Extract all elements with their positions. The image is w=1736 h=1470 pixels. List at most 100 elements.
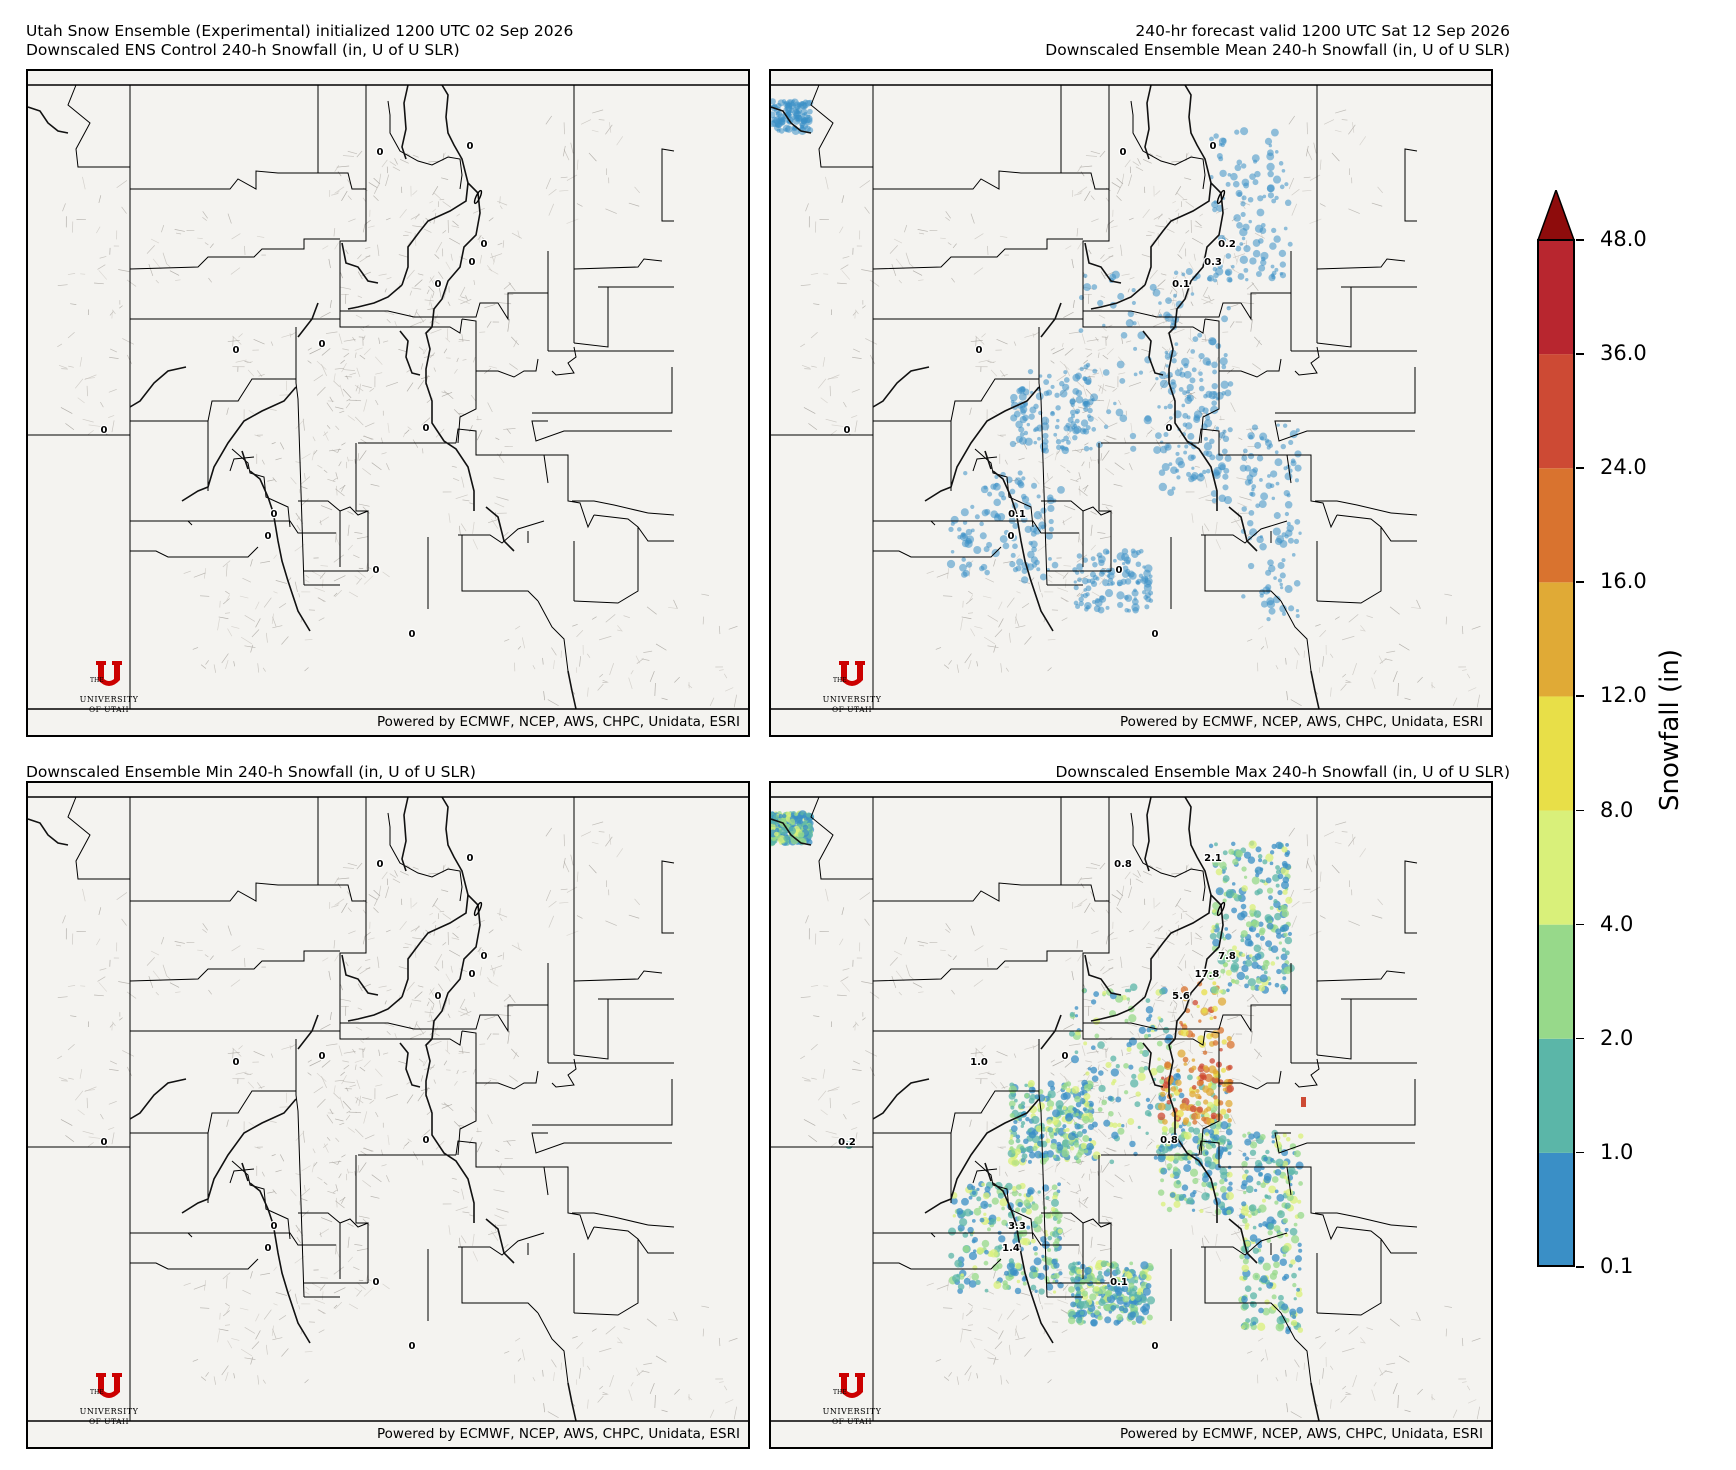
contour-label: 0 (1062, 1051, 1069, 1062)
contour-label: 0.3 (1204, 257, 1222, 268)
logo-university: UNIVERSITY (79, 1407, 139, 1416)
contour-label: 0 (265, 1243, 272, 1254)
contour-label: 0 (1152, 629, 1159, 640)
u-logo-icon (839, 1373, 865, 1398)
logo-of-utah: OF UTAH (88, 1417, 130, 1426)
credit-text: Powered by ECMWF, NCEP, AWS, CHPC, Unida… (1120, 714, 1483, 730)
contour-label: 0 (101, 1137, 108, 1148)
contour-label: 0.2 (1218, 239, 1236, 250)
colorbar-segment (1538, 468, 1574, 583)
contour-label: 1.0 (970, 1057, 988, 1068)
terrain-map: 0 0 0.2 0.3 0.1 0 0 0 0.1 0 0 0 (771, 71, 1491, 735)
contour-label: 0 (481, 951, 488, 962)
contour-label: 2.1 (1204, 853, 1222, 864)
control-panel-title: Downscaled ENS Control 240-h Snowfall (i… (26, 41, 460, 59)
colorbar-segment (1538, 1038, 1574, 1153)
logo-the: THE (90, 1389, 104, 1396)
contour-label: 0.8 (1114, 859, 1132, 870)
colorbar-tick-label: 1.0 (1600, 1139, 1634, 1164)
colorbar-segment (1538, 582, 1574, 697)
contour-label: 0 (319, 1051, 326, 1062)
contour-label: 0 (377, 859, 384, 870)
university-of-utah-logo: THE UNIVERSITY OF UTAH (64, 659, 154, 725)
contour-label: 0 (1120, 147, 1127, 158)
university-of-utah-logo: THE UNIVERSITY OF UTAH (807, 659, 897, 725)
university-of-utah-logo: THE UNIVERSITY OF UTAH (64, 1371, 154, 1437)
contour-label: 0 (233, 1057, 240, 1068)
mean-panel-title: Downscaled Ensemble Mean 240-h Snowfall … (1045, 41, 1510, 59)
max-panel-title: Downscaled Ensemble Max 240-h Snowfall (… (1055, 763, 1510, 781)
colorbar-tick-label: 2.0 (1600, 1025, 1634, 1050)
contour-label: 0 (319, 339, 326, 350)
colorbar-segment (1538, 354, 1574, 469)
contour-label: 1.4 (1002, 1243, 1020, 1254)
min-panel-title: Downscaled Ensemble Min 240-h Snowfall (… (26, 763, 476, 781)
contour-label: 0 (469, 969, 476, 980)
colorbar-tick-label: 8.0 (1600, 797, 1634, 822)
contour-label: 0 (423, 423, 430, 434)
colorbar-tick-label: 4.0 (1600, 911, 1634, 936)
contour-label: 0 (435, 279, 442, 290)
contour-label: 0 (1116, 565, 1123, 576)
colorbar-segment (1538, 1152, 1574, 1267)
university-of-utah-logo: THE UNIVERSITY OF UTAH (807, 1371, 897, 1437)
max-map-panel[interactable]: 0.8 2.1 7.8 17.8 5.6 1.0 0 0.2 0.8 3.3 1.4 0.1 0 THE… (769, 781, 1493, 1449)
contour-label: 0 (976, 345, 983, 356)
logo-university: UNIVERSITY (822, 1407, 882, 1416)
contour-label: 0 (377, 147, 384, 158)
u-logo-icon (839, 661, 865, 686)
u-logo-icon (96, 661, 122, 686)
terrain-map: 0.8 2.1 7.8 17.8 5.6 1.0 0 0.2 0.8 3.3 1.4 0.1 0 (771, 783, 1491, 1447)
mean-map-panel[interactable]: 0 0 0.2 0.3 0.1 0 0 0 0.1 0 0 0 THE UNIVERSITY OF U… (769, 69, 1493, 737)
credit-text: Powered by ECMWF, NCEP, AWS, CHPC, Unida… (377, 714, 740, 730)
contour-label: 0 (481, 239, 488, 250)
contour-label: 0 (409, 1341, 416, 1352)
contour-label: 0.2 (838, 1137, 856, 1148)
colorbar-tick-label: 24.0 (1600, 455, 1647, 480)
colorbar-segment (1538, 696, 1574, 811)
contour-label: 0.1 (1110, 1277, 1128, 1288)
contour-label: 0 (467, 853, 474, 864)
contour-label: 0 (844, 425, 851, 436)
contour-label: 0.8 (1160, 1135, 1178, 1146)
contour-label: 17.8 (1195, 969, 1220, 980)
top-left-title: Utah Snow Ensemble (Experimental) initia… (26, 22, 573, 60)
u-logo-icon (96, 1373, 122, 1398)
top-right-title: 240-hr forecast valid 1200 UTC Sat 12 Se… (760, 22, 1510, 60)
contour-label: 0 (373, 565, 380, 576)
contour-label: 0 (233, 345, 240, 356)
logo-of-utah: OF UTAH (88, 705, 130, 714)
contour-label: 0 (271, 1221, 278, 1232)
snowfall-colorbar (1536, 190, 1576, 1267)
contour-label: 5.6 (1172, 991, 1190, 1002)
contour-label: 0.1 (1172, 279, 1190, 290)
credit-text: Powered by ECMWF, NCEP, AWS, CHPC, Unida… (1120, 1426, 1483, 1442)
logo-of-utah: OF UTAH (831, 705, 873, 714)
colorbar-tick-label: 36.0 (1600, 341, 1647, 366)
logo-the: THE (833, 1389, 847, 1396)
contour-label: 0.1 (1008, 509, 1026, 520)
logo-of-utah: OF UTAH (831, 1417, 873, 1426)
logo-university: UNIVERSITY (79, 695, 139, 704)
colorbar-segment (1538, 240, 1574, 355)
contour-label: 0 (1152, 1341, 1159, 1352)
contour-label: 0 (1210, 141, 1217, 152)
colorbar-tick-label: 0.1 (1600, 1254, 1634, 1278)
contour-label: 0 (101, 425, 108, 436)
contour-label: 0 (271, 509, 278, 520)
colorbar-title: Snowfall (in) (1655, 649, 1685, 811)
colorbar-tick-label: 12.0 (1600, 683, 1647, 708)
contour-label: 0 (409, 629, 416, 640)
contour-label: 0 (423, 1135, 430, 1146)
logo-the: THE (833, 677, 847, 684)
contour-label: 0 (265, 531, 272, 542)
colorbar-tick-label: 16.0 (1600, 569, 1647, 594)
credit-text: Powered by ECMWF, NCEP, AWS, CHPC, Unida… (377, 1426, 740, 1442)
init-time-label: Utah Snow Ensemble (Experimental) initia… (26, 22, 574, 40)
contour-label: 0 (469, 257, 476, 268)
contour-label: 3.3 (1008, 1221, 1026, 1232)
